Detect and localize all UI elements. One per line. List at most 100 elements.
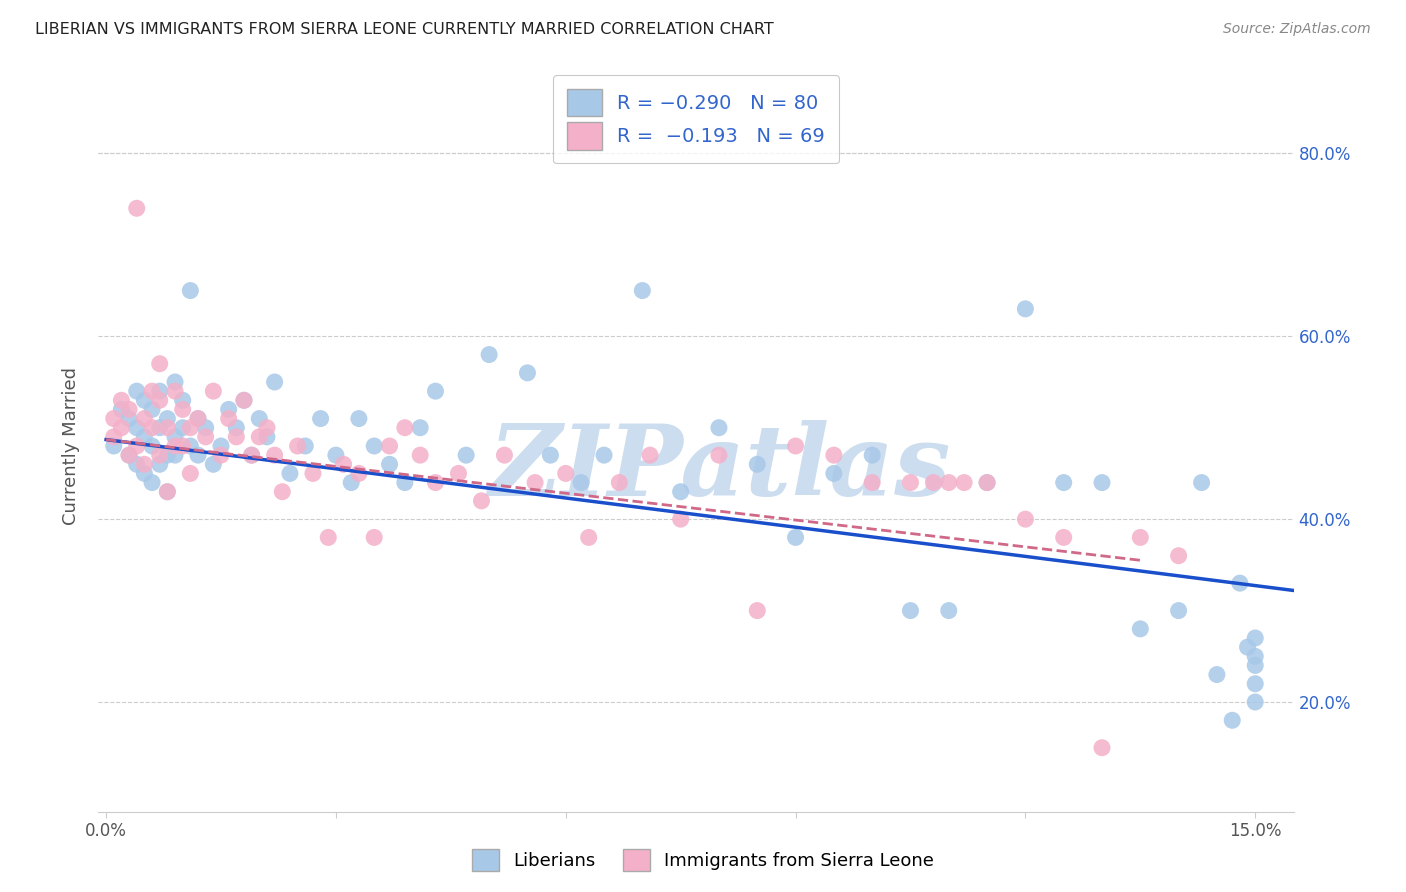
Point — [149, 384, 172, 398]
Point — [156, 484, 179, 499]
Point — [271, 484, 294, 499]
Point — [225, 430, 247, 444]
Point — [194, 430, 217, 444]
Point — [149, 448, 172, 462]
Point — [156, 421, 179, 435]
Point — [209, 448, 232, 462]
Point — [233, 393, 256, 408]
Point — [470, 494, 492, 508]
Point — [332, 457, 354, 471]
Point — [163, 384, 186, 398]
Point — [409, 421, 432, 435]
Point — [1129, 622, 1152, 636]
Point — [256, 430, 278, 444]
Point — [163, 430, 186, 444]
Point — [125, 439, 148, 453]
Point — [163, 439, 186, 453]
Point — [179, 421, 201, 435]
Point — [179, 284, 201, 298]
Point — [953, 475, 976, 490]
Point — [631, 284, 654, 298]
Point — [524, 475, 547, 490]
Point — [456, 448, 478, 462]
Point — [134, 393, 156, 408]
Point — [263, 375, 285, 389]
Point — [447, 467, 470, 481]
Point — [478, 348, 501, 362]
Point — [118, 402, 141, 417]
Point — [785, 439, 807, 453]
Point — [156, 448, 179, 462]
Point — [347, 411, 370, 425]
Point — [294, 439, 316, 453]
Point — [569, 475, 592, 490]
Point — [1229, 576, 1251, 591]
Point — [1053, 530, 1076, 544]
Point — [134, 411, 156, 425]
Point — [256, 421, 278, 435]
Point — [347, 467, 370, 481]
Point — [378, 457, 401, 471]
Point — [247, 411, 270, 425]
Point — [1014, 301, 1036, 316]
Point — [125, 457, 148, 471]
Point — [363, 530, 385, 544]
Point — [325, 448, 347, 462]
Point — [578, 530, 600, 544]
Point — [394, 421, 416, 435]
Point — [233, 393, 256, 408]
Point — [247, 430, 270, 444]
Point — [187, 411, 209, 425]
Point — [103, 411, 125, 425]
Y-axis label: Currently Married: Currently Married — [62, 367, 80, 525]
Text: LIBERIAN VS IMMIGRANTS FROM SIERRA LEONE CURRENTLY MARRIED CORRELATION CHART: LIBERIAN VS IMMIGRANTS FROM SIERRA LEONE… — [35, 22, 773, 37]
Point — [554, 467, 576, 481]
Point — [141, 421, 163, 435]
Point — [118, 411, 141, 425]
Point — [225, 421, 247, 435]
Point — [1244, 658, 1267, 673]
Point — [425, 475, 447, 490]
Point — [823, 467, 845, 481]
Legend: R = −0.290   N = 80, R =  −0.193   N = 69: R = −0.290 N = 80, R = −0.193 N = 69 — [553, 75, 839, 163]
Point — [747, 457, 769, 471]
Point — [110, 421, 132, 435]
Point — [125, 421, 148, 435]
Point — [202, 384, 225, 398]
Point — [1244, 676, 1267, 690]
Point — [609, 475, 631, 490]
Point — [1236, 640, 1258, 655]
Point — [194, 421, 217, 435]
Point — [149, 457, 172, 471]
Point — [149, 421, 172, 435]
Point — [1206, 667, 1229, 681]
Point — [209, 439, 232, 453]
Point — [900, 603, 922, 617]
Point — [149, 393, 172, 408]
Point — [172, 393, 194, 408]
Point — [172, 421, 194, 435]
Point — [425, 384, 447, 398]
Point — [707, 448, 730, 462]
Point — [240, 448, 263, 462]
Point — [110, 393, 132, 408]
Point — [1244, 649, 1267, 664]
Point — [287, 439, 309, 453]
Point — [163, 448, 186, 462]
Point — [103, 430, 125, 444]
Point — [141, 402, 163, 417]
Point — [1129, 530, 1152, 544]
Point — [516, 366, 538, 380]
Point — [785, 530, 807, 544]
Point — [409, 448, 432, 462]
Point — [860, 448, 883, 462]
Point — [141, 439, 163, 453]
Point — [1191, 475, 1213, 490]
Point — [141, 384, 163, 398]
Point — [494, 448, 516, 462]
Point — [141, 475, 163, 490]
Point — [263, 448, 285, 462]
Point — [1244, 695, 1267, 709]
Point — [134, 457, 156, 471]
Point — [938, 475, 960, 490]
